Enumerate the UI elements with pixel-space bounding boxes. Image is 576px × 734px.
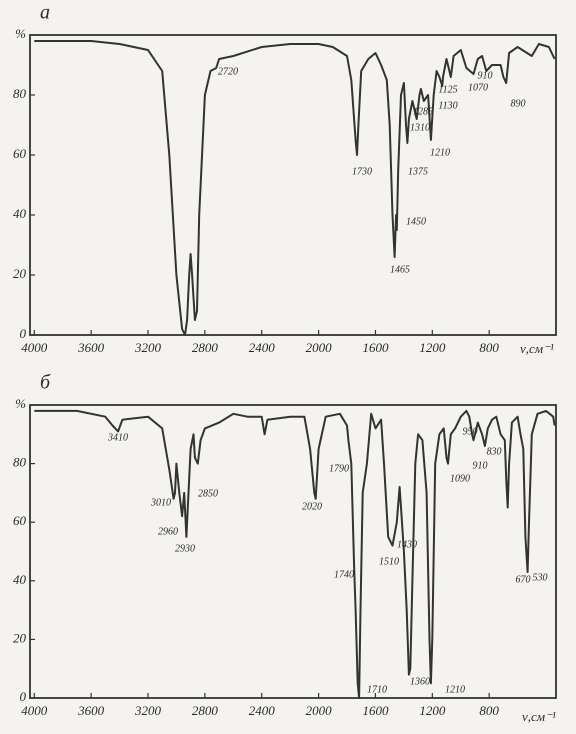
plot-frame: [29, 34, 557, 336]
y-tick-label: 0: [20, 689, 27, 704]
peak-label: 1210: [430, 147, 450, 158]
peak-label: 670: [516, 574, 531, 585]
peak-label: 3410: [107, 432, 128, 443]
peak-label: 2020: [302, 501, 322, 512]
peak-label: 1285: [413, 106, 433, 117]
x-axis-label: ν,см⁻¹: [520, 341, 554, 356]
peak-label: 1710: [367, 684, 387, 695]
y-tick-label: 0: [20, 326, 27, 341]
peak-label: 1360: [410, 676, 430, 687]
y-tick-label: 80: [13, 86, 27, 101]
spectrum-line: [34, 409, 556, 699]
y-tick-label: 40: [13, 572, 27, 587]
peak-label: 1090: [450, 473, 470, 484]
x-tick-label: 2400: [249, 340, 276, 355]
peak-label: 1210: [445, 684, 465, 695]
peak-label: 1375: [408, 166, 428, 177]
x-tick-label: 1600: [362, 340, 389, 355]
peak-label: 2930: [175, 543, 195, 554]
peak-label: 2720: [218, 66, 238, 77]
x-tick-label: 2000: [306, 703, 333, 718]
y-tick-label: %: [15, 26, 26, 41]
peak-label: 1130: [438, 100, 457, 111]
spectrum-line: [34, 40, 556, 336]
peak-label: 890: [511, 98, 526, 109]
chart-title: а: [40, 2, 50, 24]
x-tick-label: 1200: [419, 703, 446, 718]
x-tick-label: 2400: [249, 703, 276, 718]
peak-label: 950: [463, 426, 478, 437]
peak-label: 530: [533, 572, 548, 583]
peak-label: 1450: [406, 216, 426, 227]
x-tick-label: 3200: [134, 340, 162, 355]
peak-label: 1310: [410, 122, 430, 133]
x-tick-label: 800: [479, 703, 499, 718]
plot-frame: [29, 404, 557, 699]
peak-label: 910: [478, 70, 493, 81]
x-tick-label: 1600: [362, 703, 389, 718]
peak-label: 830: [487, 446, 502, 457]
y-tick-label: 60: [13, 513, 27, 528]
peak-label: 1070: [468, 82, 488, 93]
peak-label: 1430: [397, 539, 417, 550]
x-tick-label: 4000: [21, 703, 48, 718]
peak-label: 1790: [329, 463, 349, 474]
x-tick-label: 1200: [419, 340, 446, 355]
peak-label: 1730: [352, 166, 372, 177]
peak-label: 3010: [150, 497, 171, 508]
peak-label: 1510: [379, 556, 399, 567]
peak-label: 2960: [158, 526, 178, 537]
x-tick-label: 3200: [134, 703, 162, 718]
peak-label: 2850: [198, 488, 218, 499]
y-tick-label: %: [15, 396, 26, 411]
y-tick-label: 20: [13, 630, 27, 645]
x-tick-label: 3600: [77, 340, 105, 355]
peak-label: 1125: [438, 84, 457, 95]
x-tick-label: 4000: [21, 340, 48, 355]
x-tick-label: 2000: [306, 340, 333, 355]
x-tick-label: 3600: [77, 703, 105, 718]
x-tick-label: 2800: [192, 340, 219, 355]
x-axis-label: ν,см⁻¹: [522, 709, 556, 724]
y-tick-label: 40: [13, 206, 27, 221]
peak-label: 1740: [334, 569, 354, 580]
y-tick-label: 80: [13, 455, 27, 470]
chart-title: б: [40, 372, 51, 394]
y-tick-label: 60: [13, 146, 27, 161]
x-tick-label: 2800: [192, 703, 219, 718]
y-tick-label: 20: [13, 266, 27, 281]
peak-label: 910: [473, 460, 488, 471]
x-tick-label: 800: [479, 340, 499, 355]
peak-label: 1465: [390, 264, 410, 275]
